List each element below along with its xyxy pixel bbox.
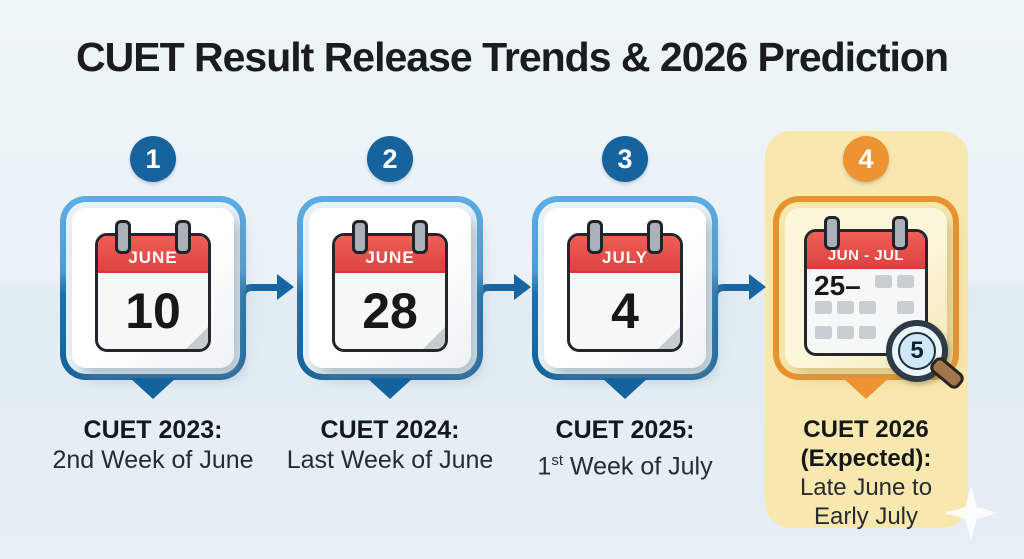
- caption-title: CUET 2024:: [320, 416, 460, 444]
- calendar-cell: [837, 325, 854, 339]
- magnifier-icon: 5: [886, 319, 967, 391]
- pointer-down-icon: [602, 378, 648, 399]
- step-2-card: JUNE 28: [297, 196, 483, 399]
- step-4-card: JUN - JUL 25–: [773, 196, 967, 399]
- step-3-badge: 3: [602, 136, 648, 182]
- caption-title: CUET 2025:: [555, 416, 695, 444]
- calendar-cell: [815, 325, 832, 339]
- calendar-cell: [875, 274, 892, 288]
- caption-title: CUET 2023:: [83, 416, 223, 444]
- binder-ring-icon: [175, 219, 191, 254]
- caption-text: 2nd Week of June: [52, 446, 254, 474]
- binder-ring-icon: [412, 219, 428, 254]
- caption-title: CUET 2026 (Expected):: [800, 416, 932, 472]
- calendar-day-range: 25–: [814, 269, 861, 301]
- calendar-icon: JULY 4: [567, 219, 683, 352]
- binder-ring-icon: [824, 215, 840, 250]
- step-1-card: JUNE 10: [60, 196, 246, 399]
- calendar-cell: [837, 300, 854, 314]
- caption-text: 1st Week of July: [537, 452, 713, 481]
- pointer-down-icon: [367, 378, 413, 399]
- binder-ring-icon: [892, 215, 908, 250]
- calendar-icon: JUNE 10: [95, 219, 211, 352]
- calendar-cell: [859, 300, 876, 314]
- page-curl-icon: [657, 325, 680, 349]
- caption-text: Late June to Early July: [799, 474, 933, 530]
- calendar-cell: [815, 300, 832, 314]
- binder-ring-icon: [115, 219, 131, 254]
- step-2-caption: CUET 2024: Last Week of June: [270, 415, 510, 476]
- caption-text: Last Week of June: [286, 446, 494, 474]
- arrow-right-icon: [711, 274, 766, 339]
- page-curl-icon: [422, 325, 445, 349]
- arrow-right-icon: [239, 274, 294, 339]
- step-4-badge: 4: [843, 136, 889, 182]
- step-1-badge: 1: [130, 136, 176, 182]
- magnified-day: 5: [898, 331, 936, 370]
- step-4-caption: CUET 2026 (Expected): Late June to Early…: [771, 415, 961, 531]
- binder-ring-icon: [647, 219, 663, 254]
- binder-ring-icon: [587, 219, 603, 254]
- calendar-day: 28: [362, 282, 418, 339]
- calendar-day: 4: [611, 282, 639, 339]
- arrow-right-icon: [476, 274, 531, 339]
- calendar-day: 10: [125, 282, 181, 339]
- step-3-card: JULY 4: [532, 196, 718, 399]
- calendar-cell: [859, 325, 876, 339]
- calendar-search-icon: JUN - JUL 25–: [804, 215, 967, 391]
- step-2-badge: 2: [367, 136, 413, 182]
- page-title: CUET Result Release Trends & 2026 Predic…: [76, 34, 949, 80]
- calendar-icon: JUNE 28: [332, 219, 448, 352]
- step-3-caption: CUET 2025: 1st Week of July: [505, 415, 745, 482]
- calendar-cell: [897, 300, 914, 314]
- pointer-down-icon: [130, 378, 176, 399]
- pointer-down-icon: [843, 378, 889, 399]
- page-curl-icon: [185, 325, 208, 349]
- binder-ring-icon: [352, 219, 368, 254]
- step-1-caption: CUET 2023: 2nd Week of June: [33, 415, 273, 476]
- calendar-cell: [897, 274, 914, 288]
